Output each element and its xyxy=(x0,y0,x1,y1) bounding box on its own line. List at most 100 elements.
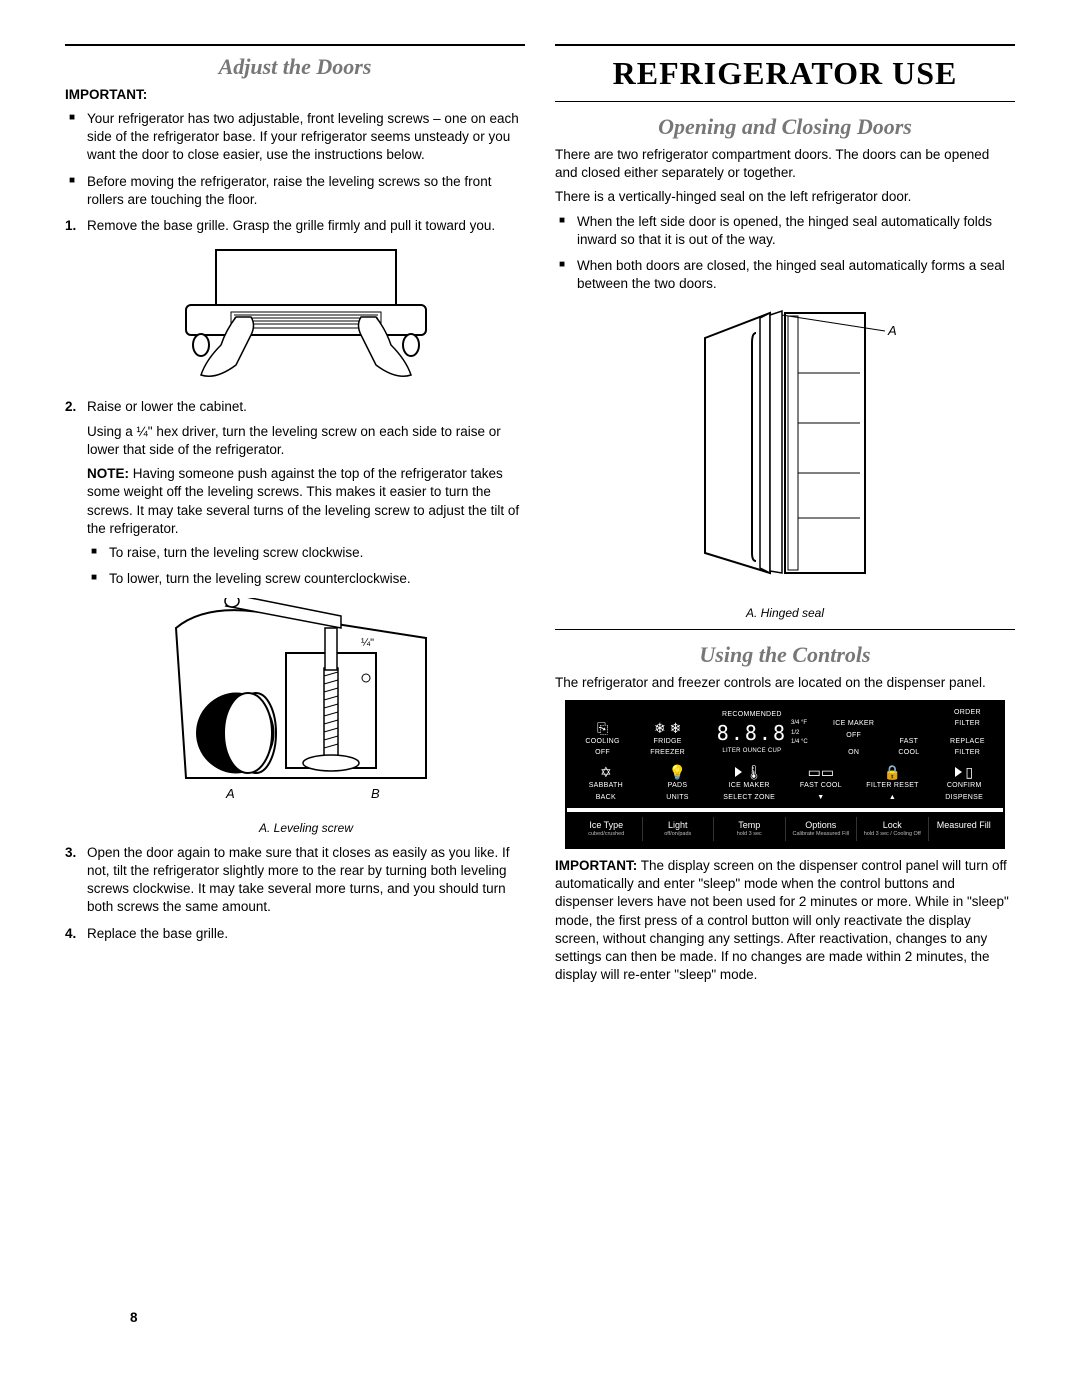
button-sublabel: hold 3 sec xyxy=(716,831,783,838)
ice-type-button[interactable]: Ice Type cubed/crushed xyxy=(571,817,642,841)
note-label: NOTE: xyxy=(87,466,129,481)
label: FREEZER xyxy=(650,748,685,757)
step-1: 1. Remove the base grille. Grasp the gri… xyxy=(87,217,525,390)
paragraph: There are two refrigerator compartment d… xyxy=(555,146,1015,182)
button-sublabel: off/on/pads xyxy=(645,831,712,838)
label: ORDER xyxy=(954,708,981,717)
step-text: Raise or lower the cabinet. xyxy=(87,398,525,416)
light-button[interactable]: Light off/on/pads xyxy=(642,817,714,841)
heading-opening-closing: Opening and Closing Doors xyxy=(555,112,1015,142)
bullet-item: When both doors are closed, the hinged s… xyxy=(577,257,1015,293)
important-text: The display screen on the dispenser cont… xyxy=(555,858,1009,982)
rule xyxy=(555,101,1015,102)
button-label: Measured Fill xyxy=(931,819,998,831)
label: FILTER RESET xyxy=(866,781,918,790)
button-label: Ice Type xyxy=(573,819,640,831)
control-panel-top-row: ⎘ COOLING OFF ❄ ❄ FRIDGE FREEZER RECOMME… xyxy=(567,702,1003,762)
cooling-off-icon: ⎘ xyxy=(597,721,608,735)
caption-hinged-seal: A. Hinged seal xyxy=(555,605,1015,621)
step-2: 2. Raise or lower the cabinet. Using a ¼… xyxy=(87,398,525,835)
control-panel: ⎘ COOLING OFF ❄ ❄ FRIDGE FREEZER RECOMME… xyxy=(565,700,1005,849)
label: REPLACE xyxy=(950,737,985,746)
button-label: Lock xyxy=(859,819,926,831)
button-label: Options xyxy=(788,819,855,831)
figure-hinged-seal: A xyxy=(555,303,1015,598)
figure-base-grille xyxy=(87,245,525,390)
seven-segment-display: 8.8.8 xyxy=(717,720,787,747)
label: DISPENSE xyxy=(945,793,983,802)
page-number: 8 xyxy=(130,1309,138,1327)
label: FAST COOL xyxy=(800,781,842,790)
bullet-list: Your refrigerator has two adjustable, fr… xyxy=(65,110,525,209)
step-text: Remove the base grille. Grasp the grille… xyxy=(87,218,495,233)
sabbath-icon: ✡ xyxy=(600,765,612,779)
step-4: 4. Replace the base grille. xyxy=(87,925,525,943)
quarter-inch-label: ¼" xyxy=(361,637,374,649)
step-number: 4. xyxy=(65,925,76,943)
note-text: Having someone push against the top of t… xyxy=(87,466,519,536)
label: COOL xyxy=(898,748,919,757)
lock-button[interactable]: Lock hold 3 sec / Cooling Off xyxy=(856,817,928,841)
label: OFF xyxy=(595,748,610,757)
label: 1/2 xyxy=(791,729,799,737)
step-number: 1. xyxy=(65,217,76,235)
button-label: Temp xyxy=(716,819,783,831)
important-paragraph: IMPORTANT: The display screen on the dis… xyxy=(555,857,1015,985)
thermometer-icon: 🌡 xyxy=(745,765,763,779)
label: FAST xyxy=(900,737,919,746)
step-text: Open the door again to make sure that it… xyxy=(87,845,509,915)
figure-leveling-screw: ¼" A B xyxy=(87,598,525,813)
heading-adjust-doors: Adjust the Doors xyxy=(65,52,525,82)
label: PADS xyxy=(668,781,688,790)
measured-fill-icon: ▯ xyxy=(965,765,973,779)
bullet-item: Before moving the refrigerator, raise th… xyxy=(87,173,525,209)
left-column: Adjust the Doors IMPORTANT: Your refrige… xyxy=(65,40,525,990)
button-sublabel: Calibrate Measured Fill xyxy=(788,831,855,838)
step-number: 2. xyxy=(65,398,76,416)
rule xyxy=(65,44,525,46)
step-3: 3. Open the door again to make sure that… xyxy=(87,844,525,917)
fig-label-b: B xyxy=(371,786,380,801)
fig-label-a: A xyxy=(225,786,235,801)
label: 3/4 °F xyxy=(791,719,807,727)
lock-icon: 🔒 xyxy=(884,765,901,779)
label: FRIDGE xyxy=(654,737,682,746)
step-number: 3. xyxy=(65,844,76,862)
right-column: REFRIGERATOR USE Opening and Closing Doo… xyxy=(555,40,1015,990)
label: ▼ xyxy=(817,793,824,802)
temp-button[interactable]: Temp hold 3 sec xyxy=(713,817,785,841)
label: ICE MAKER xyxy=(729,781,770,790)
label: RECOMMENDED xyxy=(722,710,782,719)
label: 1/4 °C xyxy=(791,738,808,746)
label: FILTER xyxy=(955,719,980,728)
important-label: IMPORTANT: xyxy=(555,858,637,873)
temp-units: 3/4 °F 1/2 1/4 °C xyxy=(791,719,808,745)
options-button[interactable]: Options Calibrate Measured Fill xyxy=(785,817,857,841)
label: ▲ xyxy=(889,793,896,802)
important-label: IMPORTANT: xyxy=(65,87,147,102)
paragraph: The refrigerator and freezer controls ar… xyxy=(555,674,1015,692)
label: ON xyxy=(848,748,859,757)
rule xyxy=(555,44,1015,46)
light-icon: 💡 xyxy=(669,765,686,779)
fridge-freezer-icon: ❄ ❄ xyxy=(654,721,681,735)
label: LITER OUNCE CUP xyxy=(722,747,781,755)
bullet-item: When the left side door is opened, the h… xyxy=(577,213,1015,249)
label: ICE MAKER xyxy=(833,719,874,728)
label: OFF xyxy=(846,731,861,740)
rule xyxy=(555,629,1015,630)
label: FILTER xyxy=(955,748,980,757)
options-icon: ▭▭ xyxy=(808,765,834,779)
heading-using-controls: Using the Controls xyxy=(555,640,1015,670)
button-label: Light xyxy=(645,819,712,831)
step-list: 1. Remove the base grille. Grasp the gri… xyxy=(65,217,525,943)
step-text: Replace the base grille. xyxy=(87,926,228,941)
heading-refrigerator-use: REFRIGERATOR USE xyxy=(555,52,1015,95)
label: COOLING xyxy=(585,737,619,746)
play-icon xyxy=(955,767,962,777)
measured-fill-button[interactable]: Measured Fill xyxy=(928,817,1000,841)
step-text: Using a ¼" hex driver, turn the leveling… xyxy=(87,423,525,459)
label: BACK xyxy=(596,793,616,802)
bullet-list: When the left side door is opened, the h… xyxy=(555,213,1015,294)
play-icon xyxy=(735,767,742,777)
